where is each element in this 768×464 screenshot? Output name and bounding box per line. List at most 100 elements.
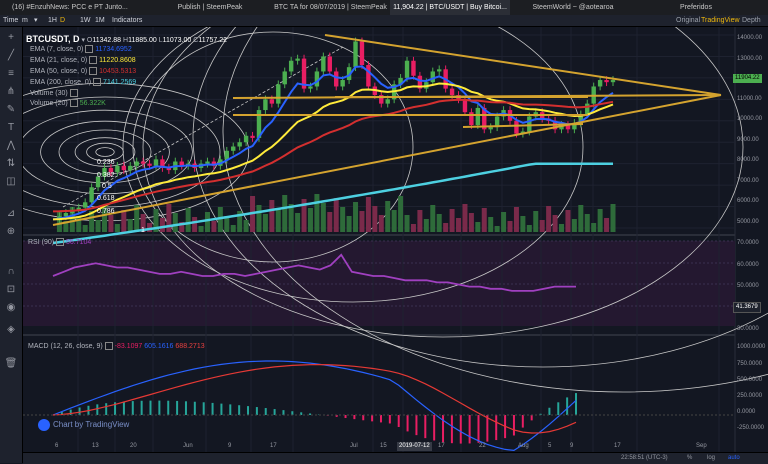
macd-legend[interactable]: MACD (12, 26, close, 9) -83.1097 605.161… — [28, 342, 205, 350]
volume-toggle[interactable] — [69, 99, 78, 107]
rsi-value: 56.7104 — [66, 238, 92, 246]
ema21-legend[interactable]: EMA (21, close, 0) 11220.8608 — [30, 56, 136, 64]
original-view-button[interactable]: Original — [676, 17, 701, 24]
interval-d-button[interactable]: D — [60, 17, 66, 24]
browser-tab[interactable]: Publish | SteemPeak — [177, 4, 243, 11]
ema7-legend[interactable]: EMA (7, close, 0) 11734.6952 — [30, 45, 132, 53]
browser-tab[interactable]: BTC TA for 08/07/2019 | SteemPeak — [274, 4, 387, 11]
candle-body — [308, 86, 313, 89]
layers-icon[interactable]: ◈ — [7, 324, 15, 335]
ema7-toggle[interactable] — [85, 45, 94, 53]
crosshair-icon[interactable]: + — [8, 32, 14, 43]
rsi-tick: 60.0000 — [737, 262, 759, 268]
candle-body — [572, 122, 577, 130]
current-price-tag: 11904.22 — [733, 74, 762, 83]
auto-scale-button[interactable]: auto — [728, 455, 740, 461]
volume-bar — [501, 212, 507, 232]
price-tick: 8000.00 — [737, 157, 759, 163]
volume-bar — [423, 219, 429, 232]
magnet-icon[interactable]: ∩ — [7, 266, 15, 277]
brush-icon[interactable]: ✎ — [6, 104, 16, 115]
tradingview-view-button[interactable]: TradingView — [701, 17, 740, 24]
trendline-icon[interactable]: ╱ — [7, 50, 15, 61]
volume-bar — [333, 198, 339, 232]
browser-tab-active[interactable]: 11,904.22 | BTC/USDT | Buy Bitcoi... — [390, 0, 510, 15]
candle-body — [559, 125, 564, 130]
trash-icon[interactable]: 🗑 — [4, 358, 18, 369]
volume-bar — [597, 209, 603, 232]
zoom-icon[interactable]: ⊕ — [6, 226, 16, 237]
ema50-legend[interactable]: EMA (50, close, 0) 10453.5313 — [30, 67, 136, 75]
eye-icon[interactable]: ◉ — [6, 302, 16, 313]
volume-legend[interactable]: Volume (20) 56.322K — [30, 99, 106, 107]
pattern-icon[interactable]: ⋀ — [6, 140, 16, 151]
date-tick: 20 — [130, 443, 137, 449]
volume-bar — [398, 196, 404, 232]
date-tick: 15 — [380, 443, 387, 449]
horizontal-line-icon[interactable]: ≡ — [8, 68, 14, 79]
text-icon[interactable]: T — [7, 122, 15, 133]
lock-icon[interactable]: ⊡ — [6, 284, 16, 295]
volume-bar — [63, 221, 69, 232]
ema50-toggle[interactable] — [89, 67, 98, 75]
ruler-icon[interactable]: ⊿ — [6, 208, 16, 219]
volume-bar — [513, 207, 519, 232]
candle-body — [224, 150, 229, 160]
interval-1h-button[interactable]: 1H — [48, 17, 57, 24]
log-scale-button[interactable]: log — [707, 455, 716, 461]
browser-tab[interactable]: Preferidos — [680, 4, 712, 11]
price-tick: 6000.00 — [737, 198, 759, 204]
shapes-icon[interactable]: ◫ — [6, 176, 16, 187]
depth-view-button[interactable]: Depth — [742, 17, 761, 24]
pitchfork-icon[interactable]: ⋔ — [6, 86, 16, 97]
price-tick: 13000.00 — [737, 56, 763, 62]
interval-m-button[interactable]: m — [22, 17, 28, 24]
candle-body — [346, 67, 352, 81]
candle-body — [597, 80, 603, 87]
volume-bar — [288, 204, 294, 232]
ema200-legend[interactable]: EMA (200, close, 0) 7141.2569 — [30, 78, 136, 86]
vol30-toggle[interactable] — [69, 89, 78, 97]
symbol-settings-icon[interactable]: ▾ — [81, 37, 87, 44]
ema21-toggle[interactable] — [89, 56, 98, 64]
macd-tick: 750.0000 — [737, 361, 763, 367]
volume-bar — [533, 211, 539, 232]
price-tick: 10000.00 — [737, 116, 763, 122]
volume-bar — [539, 220, 545, 232]
ema200-toggle[interactable] — [93, 78, 102, 86]
triangle-pattern — [52, 34, 722, 226]
macd-toggle[interactable] — [104, 342, 113, 350]
tradingview-watermark[interactable]: Chart by TradingView — [38, 419, 129, 431]
volume-bar — [546, 206, 552, 232]
volume-bar — [436, 214, 442, 232]
rsi-toggle[interactable] — [56, 238, 65, 246]
ema7-line — [52, 65, 614, 221]
ema50-line — [52, 98, 614, 213]
volume-bar — [307, 208, 313, 232]
browser-tab[interactable]: SteemWorld ~ @aotearoa — [532, 4, 614, 11]
browser-tab[interactable]: (16) #EnzuhNews: PCC e PT Junto... — [12, 4, 128, 11]
price-chart[interactable]: 0.236 0.382 0.5 0.618 0.786 1 — [23, 27, 768, 452]
candle-body — [160, 159, 165, 168]
interval-1w-button[interactable]: 1W — [80, 17, 91, 24]
volume-bar — [584, 214, 590, 232]
ema50-value: 10453.5313 — [99, 67, 137, 75]
rsi-legend[interactable]: RSI (90) 56.7104 — [28, 238, 91, 246]
prediction-icon[interactable]: ⇅ — [6, 158, 16, 169]
close-value: 11757.22 — [198, 37, 228, 44]
percent-scale-button[interactable]: % — [687, 455, 693, 461]
candle-body — [147, 163, 152, 166]
low-label: L — [158, 37, 163, 44]
macd-tick: 500.0000 — [737, 377, 763, 383]
interval-dropdown-icon[interactable]: ▾ — [34, 17, 38, 24]
indicators-button[interactable]: Indicators — [112, 17, 143, 24]
candle-body — [585, 103, 590, 115]
volume-bar — [559, 224, 565, 232]
volume-bar — [507, 221, 513, 232]
fib-circle — [222, 27, 768, 393]
interval-1m-button[interactable]: 1M — [95, 17, 105, 24]
candle-body — [604, 80, 609, 83]
rsi-label: RSI (90) — [28, 238, 55, 246]
vol30-legend[interactable]: Volume (30) — [30, 89, 80, 97]
candle-body — [411, 60, 416, 76]
